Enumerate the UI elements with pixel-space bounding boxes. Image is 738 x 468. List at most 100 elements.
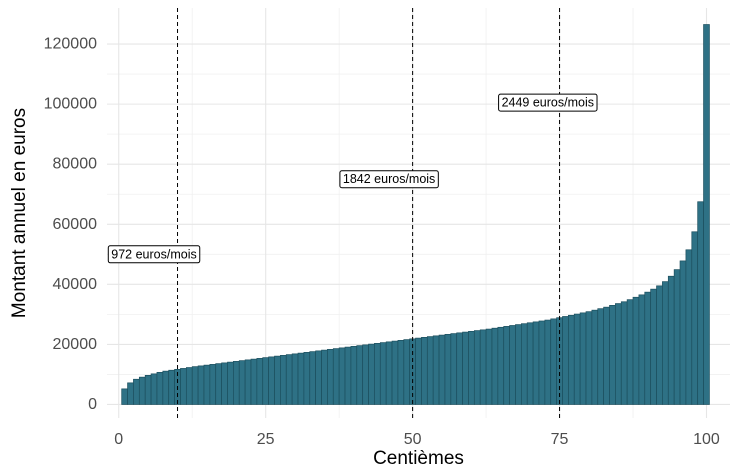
bar <box>426 336 434 405</box>
bar <box>180 368 187 405</box>
bar <box>579 312 587 405</box>
bar <box>479 329 487 405</box>
bar <box>221 362 228 405</box>
bar <box>379 342 387 405</box>
bar <box>215 363 222 405</box>
bar <box>673 269 681 405</box>
x-axis-ticks: 0 25 50 75 100 <box>114 431 720 448</box>
bar <box>309 351 316 405</box>
bar <box>321 349 328 405</box>
reference-label-text: 2449 euros/mois <box>502 96 594 110</box>
bar <box>450 333 458 405</box>
x-tick-label: 50 <box>404 431 422 448</box>
reference-label-box <box>339 170 439 189</box>
bar <box>297 352 305 405</box>
bar <box>421 337 428 405</box>
bar <box>609 305 616 405</box>
y-tick-label: 0 <box>88 396 97 413</box>
bar <box>156 371 164 405</box>
y-tick-label: 60000 <box>53 216 98 233</box>
bar <box>391 340 399 405</box>
bar <box>385 341 393 405</box>
bar <box>285 354 293 405</box>
bar <box>332 348 340 405</box>
reference-label: 1842 euros/mois <box>339 170 439 189</box>
bar <box>562 316 569 405</box>
bar <box>338 347 346 405</box>
bar <box>191 366 199 405</box>
bar <box>662 281 669 405</box>
reference-label: 2449 euros/mois <box>498 93 598 112</box>
bar <box>626 299 634 405</box>
bar <box>573 313 581 405</box>
bar <box>274 355 281 405</box>
x-tick-label: 25 <box>257 431 275 448</box>
reference-label-text: 1842 euros/mois <box>343 172 435 186</box>
bar <box>244 359 252 405</box>
bar <box>538 320 546 405</box>
y-tick-label: 20000 <box>53 336 98 353</box>
bar <box>315 350 322 405</box>
bar <box>620 301 628 405</box>
x-tick-label: 0 <box>114 431 123 448</box>
y-tick-label: 40000 <box>53 276 98 293</box>
bar <box>638 294 646 405</box>
reference-label-box <box>107 245 201 264</box>
x-tick-label: 75 <box>551 431 569 448</box>
bar <box>233 361 240 405</box>
bar <box>262 357 269 405</box>
bar <box>591 309 599 405</box>
bar <box>526 322 534 405</box>
bar <box>679 260 687 405</box>
bar <box>491 327 499 405</box>
reference-label-text: 972 euros/mois <box>111 247 196 261</box>
y-tick-label: 100000 <box>44 96 97 113</box>
bar <box>667 275 675 405</box>
x-axis-title: Centièmes <box>373 448 464 468</box>
reference-label-box <box>498 93 598 112</box>
bar <box>144 374 152 405</box>
bar <box>632 296 640 405</box>
bar <box>121 388 128 405</box>
bar <box>685 249 693 405</box>
bar <box>374 343 381 405</box>
reference-lines: 972 euros/mois 1842 euros/mois 2449 euros/… <box>107 8 598 418</box>
bar <box>397 340 405 405</box>
x-tick-label: 100 <box>693 431 720 448</box>
y-axis-ticks: 0 20000 40000 60000 80000 100000 120000 <box>44 36 97 413</box>
bar <box>497 326 505 405</box>
bar <box>485 328 493 405</box>
bar <box>133 378 140 405</box>
bar <box>656 285 663 405</box>
reference-label: 972 euros/mois <box>107 245 201 264</box>
y-axis-title: Montant annuel en euros <box>9 108 30 318</box>
bar <box>238 360 246 405</box>
bar <box>509 325 516 405</box>
bar <box>568 314 575 405</box>
bar <box>162 370 170 405</box>
bar <box>456 332 463 405</box>
bar <box>362 344 369 405</box>
bars <box>121 24 710 405</box>
bar <box>515 324 522 405</box>
bar <box>209 364 217 405</box>
bar <box>544 319 552 405</box>
bar <box>280 355 287 405</box>
bar <box>303 352 311 405</box>
bar <box>327 349 334 405</box>
bar <box>462 331 469 405</box>
bar <box>203 364 211 405</box>
bar <box>344 346 352 405</box>
bar <box>350 346 358 405</box>
bar <box>356 345 364 405</box>
bar <box>256 358 264 405</box>
y-tick-label: 120000 <box>44 36 97 53</box>
bar <box>585 311 593 405</box>
bar <box>150 373 158 405</box>
y-tick-label: 80000 <box>53 156 98 173</box>
bar <box>227 361 234 405</box>
bar <box>473 330 481 405</box>
bar <box>691 231 699 405</box>
bar <box>438 334 446 405</box>
bar <box>603 306 610 405</box>
